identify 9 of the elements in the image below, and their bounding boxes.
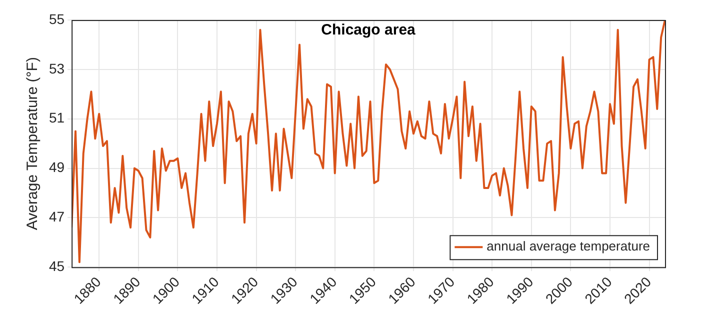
y-axis-title: Average Temperature (°F) [24,57,42,230]
legend-label: annual average temperature [486,238,650,254]
y-tick-label: 55 [48,10,65,27]
y-tick-label: 47 [48,208,65,225]
y-tick-label: 51 [48,110,65,126]
y-tick-label: 49 [48,159,65,176]
y-tick-label: 45 [48,258,65,274]
y-tick-label: 53 [48,60,65,76]
chart-title: Chicago area [321,22,416,39]
